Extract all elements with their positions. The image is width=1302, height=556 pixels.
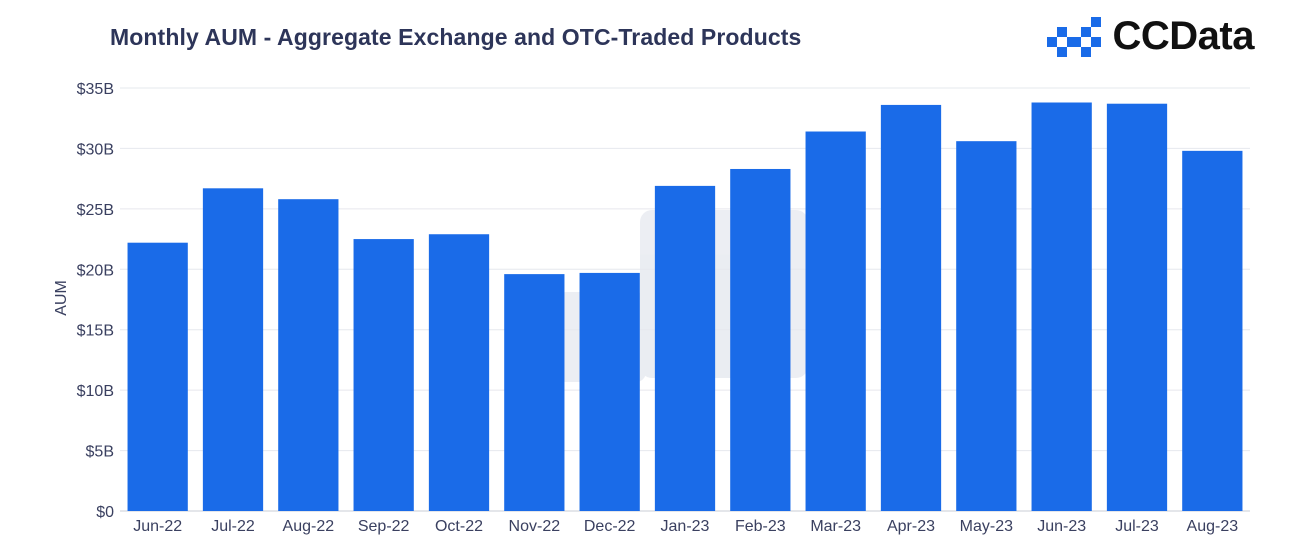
brand-logo: CCData [1046,14,1255,59]
x-tick-label: Jun-22 [133,518,182,535]
bar-nov-22 [504,274,565,511]
y-tick-label: $20B [77,262,114,279]
y-tick-label: $5B [86,444,114,461]
x-tick-label: Jul-23 [1115,518,1159,535]
x-tick-label: Sep-22 [358,518,410,535]
bar-mar-23 [805,131,866,511]
x-tick-label: May-23 [960,518,1013,535]
x-tick-label: Dec-22 [584,518,636,535]
x-tick-label: Aug-23 [1187,518,1239,535]
bar-feb-23 [730,168,791,511]
x-tick-label: Nov-22 [509,518,561,535]
x-tick-label: Oct-22 [435,518,483,535]
bar-jun-22 [127,242,188,511]
bar-may-23 [956,141,1017,512]
bar-jan-23 [654,185,716,511]
x-tick-label: Jul-22 [211,518,255,535]
brand-name: CCData [1112,14,1255,58]
ccdata-logo-icon [1046,16,1101,57]
y-tick-label: $15B [77,323,114,340]
y-tick-label: $10B [77,383,114,400]
bar-jul-23 [1106,103,1168,511]
y-tick-label: $0 [96,504,114,521]
bar-dec-22 [579,272,640,511]
x-tick-label: Jun-23 [1037,518,1086,535]
bar-aug-23 [1182,150,1243,512]
bar-jul-22 [202,188,264,511]
x-tick-label: Jan-23 [661,518,710,535]
y-tick-label: $35B [77,81,114,98]
x-tick-label: Feb-23 [735,518,786,535]
x-tick-label: Apr-23 [887,518,935,535]
y-axis-label: AUM [53,280,70,316]
bar-aug-22 [278,199,339,511]
x-tick-label: Aug-22 [283,518,335,535]
bar-apr-23 [880,104,942,512]
bar-jun-23 [1031,102,1092,511]
bar-oct-22 [428,234,490,512]
y-tick-label: $25B [77,202,114,219]
x-tick-label: Mar-23 [810,518,861,535]
chart-title: Monthly AUM - Aggregate Exchange and OTC… [110,24,802,50]
bar-sep-22 [353,239,414,512]
y-tick-label: $30B [77,141,114,158]
